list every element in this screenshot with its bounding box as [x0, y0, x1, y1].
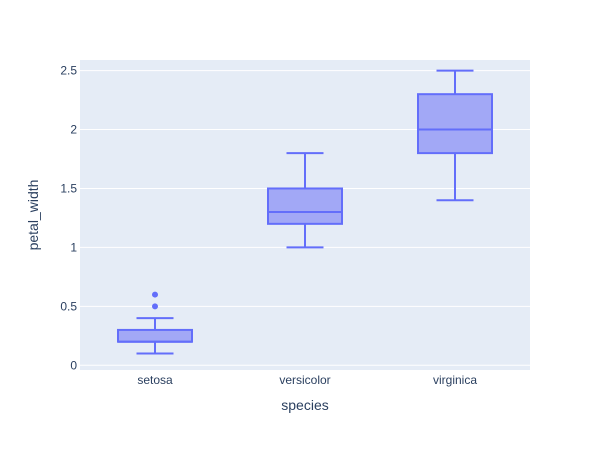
y-tick-label: 0.5 — [60, 299, 77, 313]
x-tick-label: setosa — [137, 373, 173, 387]
x-tick-label: versicolor — [279, 373, 330, 387]
y-axis-title: petal_width — [25, 180, 41, 251]
x-tick-label: virginica — [433, 373, 477, 387]
box-versicolor — [267, 152, 343, 249]
y-tick-label: 2.5 — [60, 64, 77, 78]
box-iqr — [417, 93, 493, 155]
y-axis-ticks: 0 0.5 1 1.5 2 2.5 — [60, 64, 77, 373]
box-series — [117, 69, 493, 355]
x-axis-title: species — [281, 397, 328, 413]
box-setosa — [117, 291, 193, 355]
y-tick-label: 2 — [70, 123, 77, 137]
outlier-point — [152, 303, 158, 310]
box-iqr — [117, 328, 193, 343]
y-tick-label: 0 — [70, 358, 77, 372]
box-iqr — [267, 187, 343, 225]
x-axis-ticks: setosa versicolor virginica — [137, 373, 477, 387]
outlier-point — [152, 291, 158, 298]
y-tick-label: 1.5 — [60, 181, 77, 195]
box-virginica — [417, 69, 493, 202]
y-tick-label: 1 — [70, 240, 77, 254]
